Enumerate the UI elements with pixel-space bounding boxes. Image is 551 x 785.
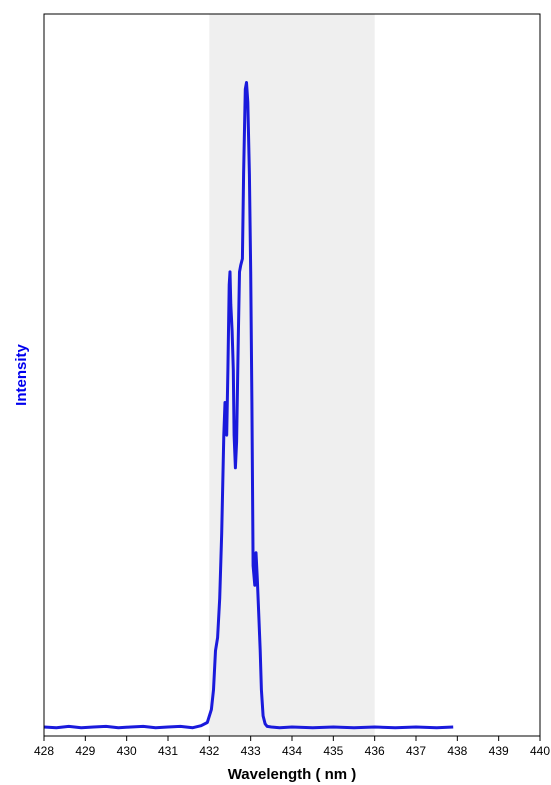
- x-tick-label: 439: [489, 744, 509, 758]
- x-tick-label: 438: [447, 744, 467, 758]
- x-tick-label: 431: [158, 744, 178, 758]
- y-axis-title: Intensity: [13, 344, 30, 406]
- x-tick-label: 440: [530, 744, 550, 758]
- spectrum-line: [43, 81, 454, 730]
- x-tick-label: 432: [199, 744, 219, 758]
- x-tick-label: 429: [75, 744, 95, 758]
- x-tick-label: 437: [406, 744, 426, 758]
- x-tick-label: 433: [241, 744, 261, 758]
- x-tick-label: 434: [282, 744, 302, 758]
- x-tick-label: 435: [323, 744, 343, 758]
- x-tick-label: 436: [365, 744, 385, 758]
- x-tick-label: 428: [34, 744, 54, 758]
- x-axis-title: Wavelength ( nm ): [228, 766, 357, 783]
- x-tick-label: 430: [117, 744, 137, 758]
